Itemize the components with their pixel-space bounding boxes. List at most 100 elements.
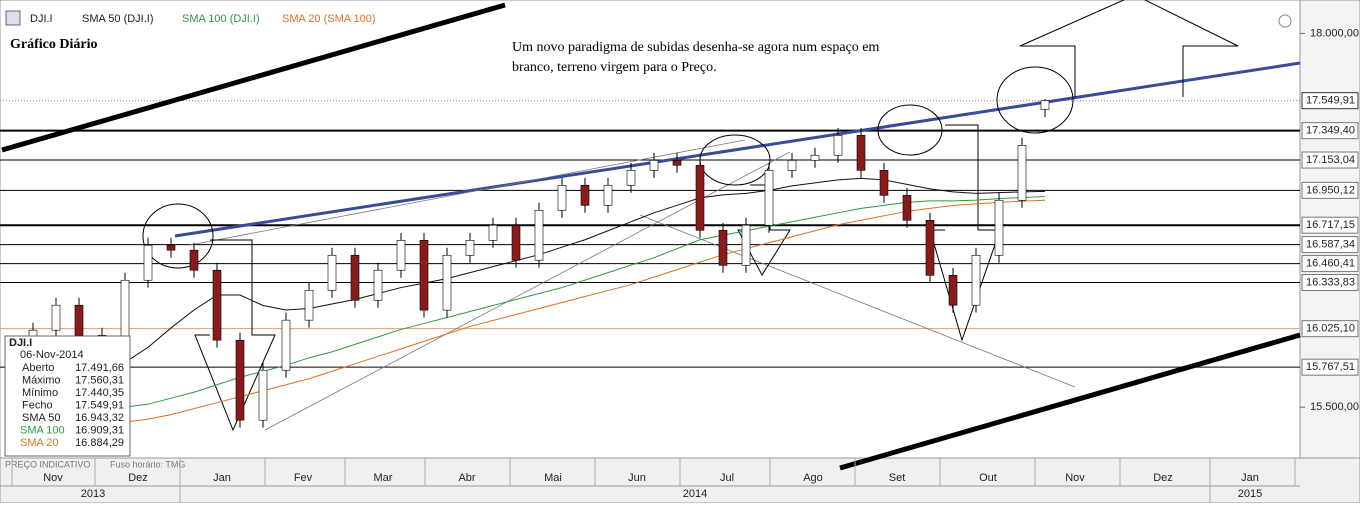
up-arrow bbox=[1019, 0, 1239, 97]
info-value: 17.491,66 bbox=[75, 362, 124, 374]
level-label: 16.025,10 bbox=[1306, 323, 1355, 335]
x-tick-label: Jan bbox=[213, 472, 231, 484]
year-label: 2013 bbox=[81, 488, 105, 500]
x-tick-label: Dez bbox=[128, 472, 148, 484]
x-tick-label: Dez bbox=[1153, 472, 1173, 484]
info-value: 16.909,31 bbox=[75, 424, 124, 436]
candle-body bbox=[511, 224, 521, 261]
clock-icon[interactable] bbox=[1278, 14, 1292, 28]
x-tick-label: Set bbox=[889, 472, 906, 484]
y-tick-label: 15.500,00 bbox=[1310, 401, 1359, 413]
candle-body bbox=[580, 185, 590, 206]
candle-body bbox=[350, 254, 360, 301]
candle-body bbox=[258, 369, 268, 421]
level-label: 16.460,41 bbox=[1306, 257, 1355, 269]
candle-body bbox=[281, 319, 291, 371]
candle-body bbox=[327, 254, 337, 291]
candle-body bbox=[833, 135, 843, 156]
x-axis: Nov Dez Jan Fev Mar Abr Mai Jun Jul Ago Set Out Nov D… bbox=[11, 458, 1296, 503]
x-tick-label: Abr bbox=[458, 472, 475, 484]
candle-body bbox=[235, 339, 245, 421]
candle-body bbox=[465, 240, 475, 256]
candle-body bbox=[879, 170, 889, 196]
level-label: 16.717,15 bbox=[1306, 219, 1355, 231]
year-label: 2015 bbox=[1238, 488, 1262, 500]
channel-line bbox=[639, 214, 1076, 388]
candle-body bbox=[373, 269, 383, 301]
legend-entry[interactable]: SMA 20 (SMA 100) bbox=[282, 13, 376, 25]
chart-title: Gráfico Diário bbox=[10, 37, 97, 52]
level-label: 16.950,12 bbox=[1306, 184, 1355, 196]
trend-line bbox=[1, 2, 506, 153]
candle-body bbox=[718, 230, 728, 266]
info-value: 16.884,29 bbox=[75, 437, 124, 449]
sma-line bbox=[124, 199, 1046, 423]
legend-entry[interactable]: SMA 50 (DJI.I) bbox=[82, 13, 154, 25]
level-label: 15.767,51 bbox=[1306, 361, 1355, 373]
year-label: 2014 bbox=[683, 488, 707, 500]
level-label-box bbox=[1301, 320, 1359, 338]
y-tick-label: 18.000,00 bbox=[1310, 27, 1359, 39]
legend-symbol[interactable]: DJI.I bbox=[30, 13, 53, 25]
x-tick-label: Jan bbox=[1241, 472, 1259, 484]
candle-body bbox=[856, 135, 866, 171]
toolbar-icon[interactable] bbox=[5, 10, 21, 26]
legend: SMA 50 (DJI.I) SMA 100 (DJI.I) SMA 20 (SMA… bbox=[82, 13, 376, 25]
channel-line bbox=[189, 139, 746, 246]
x-tick-label: Nov bbox=[1065, 472, 1085, 484]
candle-body bbox=[143, 244, 153, 281]
down-arrow bbox=[194, 239, 276, 432]
candle-body bbox=[442, 254, 452, 311]
candle-body bbox=[902, 195, 912, 221]
level-label-box bbox=[1301, 151, 1359, 169]
info-box: DJI.I 06-Nov-2014 Aberto 17.491,66 Máximo 1… bbox=[4, 335, 131, 457]
trend-line bbox=[174, 61, 1301, 238]
candle-body bbox=[994, 199, 1004, 256]
footer: Fuso horário: TMG bbox=[110, 459, 185, 469]
info-label: SMA 20 bbox=[20, 437, 59, 449]
level-label-box bbox=[1301, 358, 1359, 376]
levels: 18.000,00 15.500,00 17.349,40 17.153,04 16.9… bbox=[0, 27, 1359, 413]
x-tick-label: Mai bbox=[544, 472, 562, 484]
level-label: 17.153,04 bbox=[1306, 154, 1355, 166]
info-label: Aberto bbox=[22, 362, 54, 374]
legend-entry[interactable]: SMA 100 (DJI.I) bbox=[182, 13, 260, 25]
info-label: SMA 50 bbox=[22, 412, 61, 424]
circle bbox=[877, 104, 943, 156]
info-box-frame bbox=[4, 335, 131, 457]
info-value: 17.440,35 bbox=[75, 387, 124, 399]
candle-body bbox=[304, 289, 314, 321]
info-label: Máximo bbox=[22, 374, 61, 386]
candle-body bbox=[603, 185, 613, 206]
candle-body bbox=[971, 254, 981, 306]
info-value: 17.560,31 bbox=[75, 374, 124, 386]
candle-body bbox=[166, 244, 176, 251]
info-rows: Aberto 17.491,66 Máximo 17.560,31 Mínimo 17.4… bbox=[20, 362, 124, 449]
x-tick-label: Ago bbox=[803, 472, 823, 484]
trend-line bbox=[839, 332, 1301, 471]
level-label-box bbox=[1301, 236, 1359, 254]
x-tick-label: Nov bbox=[43, 472, 63, 484]
x-tick-label: Jun bbox=[628, 472, 646, 484]
candle-body bbox=[212, 269, 222, 341]
circle bbox=[996, 66, 1074, 134]
candle-body bbox=[488, 224, 498, 241]
level-label-box bbox=[1301, 122, 1359, 140]
last-price-box bbox=[1301, 92, 1359, 110]
level-label: 17.349,40 bbox=[1306, 125, 1355, 137]
candle-body bbox=[672, 160, 682, 166]
last-price-label: 17.549,91 bbox=[1306, 95, 1355, 107]
candle-body bbox=[534, 209, 544, 261]
candle-body bbox=[741, 224, 751, 266]
candle-body bbox=[74, 304, 84, 336]
marks bbox=[5, 99, 1050, 428]
footer: PREÇO INDICATIVO bbox=[5, 459, 90, 469]
circle bbox=[142, 203, 214, 269]
info-label: SMA 100 bbox=[20, 424, 65, 436]
level-label: 16.587,34 bbox=[1306, 239, 1355, 251]
level-label-box bbox=[1301, 181, 1359, 199]
candle-body bbox=[557, 185, 567, 211]
level-label-box bbox=[1301, 274, 1359, 292]
